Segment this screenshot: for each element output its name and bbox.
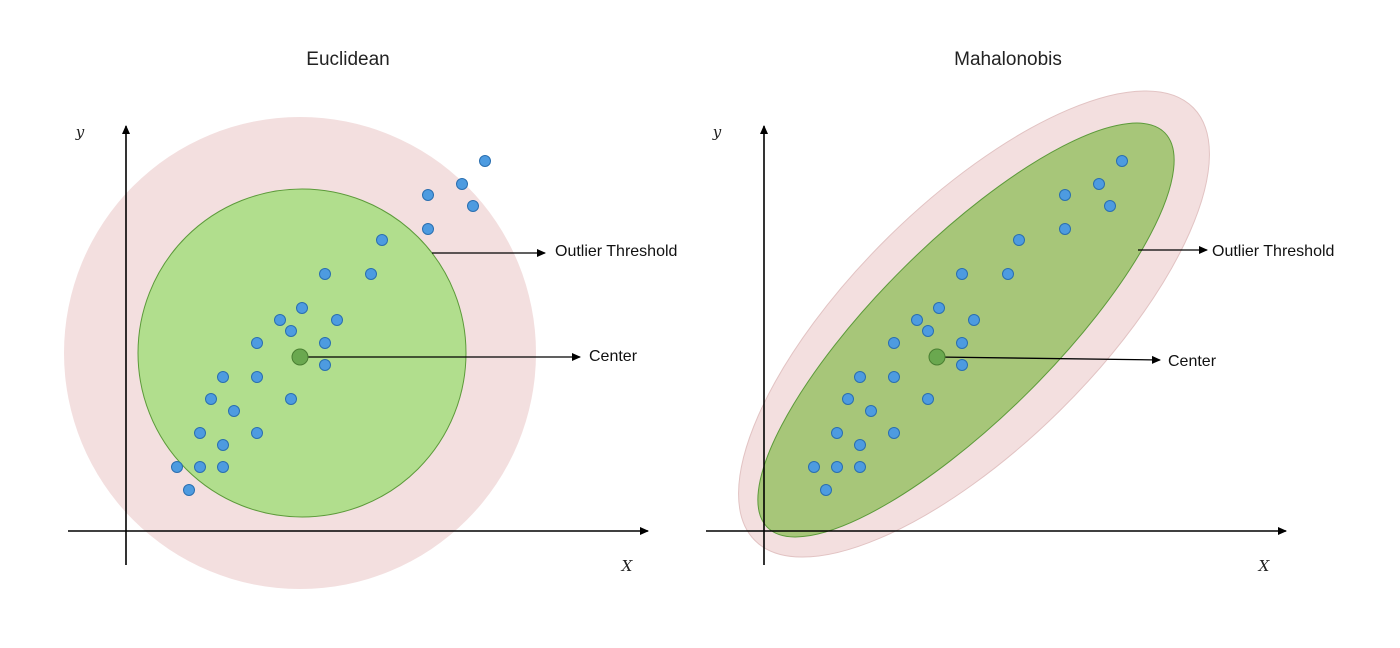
euclidean-data-point — [183, 484, 195, 496]
euclidean-data-point — [274, 314, 286, 326]
euclidean-data-point — [285, 393, 297, 405]
euclidean-data-point — [467, 200, 479, 212]
euclidean-data-point — [422, 223, 434, 235]
mahalanobis-center-point — [928, 348, 946, 366]
mahalanobis-data-point — [956, 268, 968, 280]
mahalanobis-threshold-ellipse — [757, 122, 1175, 538]
euclidean-y-axis-label: y — [75, 123, 85, 141]
euclidean-data-point — [319, 359, 331, 371]
euclidean-data-point — [217, 461, 229, 473]
mahalanobis-data-point — [933, 302, 945, 314]
mahalanobis-data-point — [842, 393, 854, 405]
euclidean-data-point — [194, 461, 206, 473]
mahalanobis-data-point — [1059, 189, 1071, 201]
mahalanobis-data-point — [911, 314, 923, 326]
mahalanobis-data-point — [968, 314, 980, 326]
euclidean-data-point — [296, 302, 308, 314]
mahalanobis-data-points — [808, 155, 1128, 496]
euclidean-data-point — [217, 371, 229, 383]
euclidean-data-point — [376, 234, 388, 246]
euclidean-data-point — [205, 393, 217, 405]
mahalanobis-center-arrow — [936, 355, 1161, 364]
euclidean-x-axis-label: X — [621, 557, 634, 575]
euclidean-data-point — [217, 439, 229, 451]
mahalanobis-data-point — [888, 337, 900, 349]
mahalanobis-data-point — [922, 325, 934, 337]
mahalanobis-data-point — [854, 371, 866, 383]
euclidean-data-point — [319, 337, 331, 349]
mahalanobis-center-label: Center — [1168, 353, 1217, 370]
euclidean-data-point — [251, 427, 263, 439]
euclidean-panel: Euclidean y X Center Outlier Threshold — [64, 49, 677, 589]
mahalanobis-data-point — [1093, 178, 1105, 190]
euclidean-data-point — [251, 337, 263, 349]
euclidean-data-point — [228, 405, 240, 417]
euclidean-threshold-label: Outlier Threshold — [555, 243, 677, 260]
mahalanobis-data-point — [831, 427, 843, 439]
mahalanobis-data-point — [956, 359, 968, 371]
mahalanobis-x-axis-label: X — [1258, 557, 1271, 575]
euclidean-data-point — [319, 268, 331, 280]
mahalanobis-data-point — [831, 461, 843, 473]
mahalanobis-data-point — [1116, 155, 1128, 167]
mahalanobis-data-point — [854, 461, 866, 473]
mahalanobis-data-point — [854, 439, 866, 451]
mahalanobis-data-point — [1059, 223, 1071, 235]
mahalanobis-data-point — [956, 337, 968, 349]
mahalanobis-data-point — [820, 484, 832, 496]
euclidean-title: Euclidean — [306, 49, 389, 70]
mahalanobis-panel: Mahalonobis y X Center Outlier Threshold — [706, 49, 1334, 575]
euclidean-center-label: Center — [589, 348, 638, 365]
euclidean-data-points — [171, 155, 491, 496]
euclidean-data-point — [422, 189, 434, 201]
euclidean-data-point — [171, 461, 183, 473]
euclidean-data-point — [479, 155, 491, 167]
mahalanobis-data-point — [1013, 234, 1025, 246]
mahalanobis-title: Mahalonobis — [954, 49, 1062, 70]
mahalanobis-data-point — [865, 405, 877, 417]
mahalanobis-threshold-label: Outlier Threshold — [1212, 243, 1334, 260]
mahalanobis-data-point — [888, 371, 900, 383]
euclidean-data-point — [194, 427, 206, 439]
mahalanobis-data-point — [922, 393, 934, 405]
mahalanobis-data-point — [1002, 268, 1014, 280]
mahalanobis-y-axis-label: y — [712, 123, 722, 141]
mahalanobis-data-point — [888, 427, 900, 439]
euclidean-data-point — [285, 325, 297, 337]
euclidean-center-point — [291, 348, 309, 366]
euclidean-data-point — [456, 178, 468, 190]
mahalanobis-data-point — [808, 461, 820, 473]
euclidean-data-point — [365, 268, 377, 280]
euclidean-data-point — [331, 314, 343, 326]
mahalanobis-data-point — [1104, 200, 1116, 212]
euclidean-data-point — [251, 371, 263, 383]
